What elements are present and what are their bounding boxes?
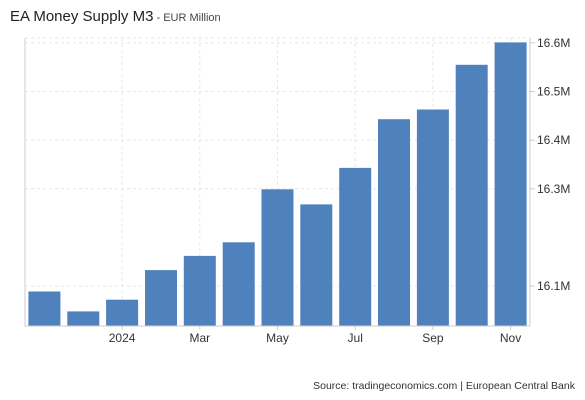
bar [145,270,177,326]
x-tick-label: 2024 [109,331,136,345]
title-separator: - [153,12,164,24]
chart-header: EA Money Supply M3 - EUR Million [10,8,221,26]
y-axis-ticks: 16.1M 16.3M 16.4M 16.5M 16.6M [530,36,570,293]
source-credit: Source: tradingeconomics.com | European … [313,380,575,392]
bar [494,42,527,327]
bar [261,189,294,326]
y-tick-label: 16.3M [537,182,570,196]
bar [67,311,100,326]
y-tick-label: 16.1M [537,279,570,293]
y-tick-label: 16.4M [537,133,570,147]
bar [378,119,410,326]
x-tick-label: Nov [500,331,521,345]
chart-unit: EUR Million [163,12,221,24]
bar [455,64,488,327]
chart-title: EA Money Supply M3 [10,8,154,25]
bar [28,291,61,326]
x-axis-ticks: 2024 Mar May Jul Sep Nov [109,326,521,345]
x-tick-label: Mar [189,331,210,345]
bar [222,242,255,326]
x-tick-label: May [266,331,289,345]
y-tick-label: 16.5M [537,85,570,99]
y-tick-label: 16.6M [537,36,570,50]
bar [339,167,372,326]
x-tick-label: Jul [348,331,363,345]
bars [28,42,527,327]
x-tick-label: Sep [422,331,444,345]
bar [106,299,139,326]
bar [300,204,333,326]
bar [183,255,216,326]
bar [416,109,449,326]
